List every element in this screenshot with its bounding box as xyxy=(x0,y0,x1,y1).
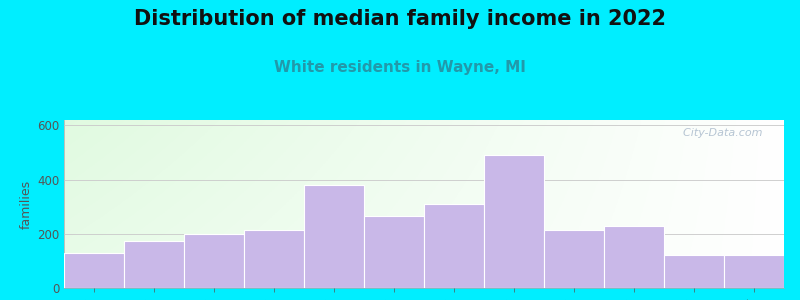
Bar xyxy=(64,253,124,288)
Bar xyxy=(544,230,604,288)
Y-axis label: families: families xyxy=(20,179,33,229)
Bar xyxy=(304,185,364,288)
Bar xyxy=(124,241,184,288)
Text: Distribution of median family income in 2022: Distribution of median family income in … xyxy=(134,9,666,29)
Bar xyxy=(664,256,724,288)
Bar xyxy=(484,155,544,288)
Bar xyxy=(424,204,484,288)
Bar xyxy=(244,230,304,288)
Bar xyxy=(364,216,424,288)
Text: City-Data.com: City-Data.com xyxy=(676,128,762,138)
Bar xyxy=(724,256,784,288)
Text: White residents in Wayne, MI: White residents in Wayne, MI xyxy=(274,60,526,75)
Bar xyxy=(184,234,244,288)
Bar xyxy=(604,226,664,288)
